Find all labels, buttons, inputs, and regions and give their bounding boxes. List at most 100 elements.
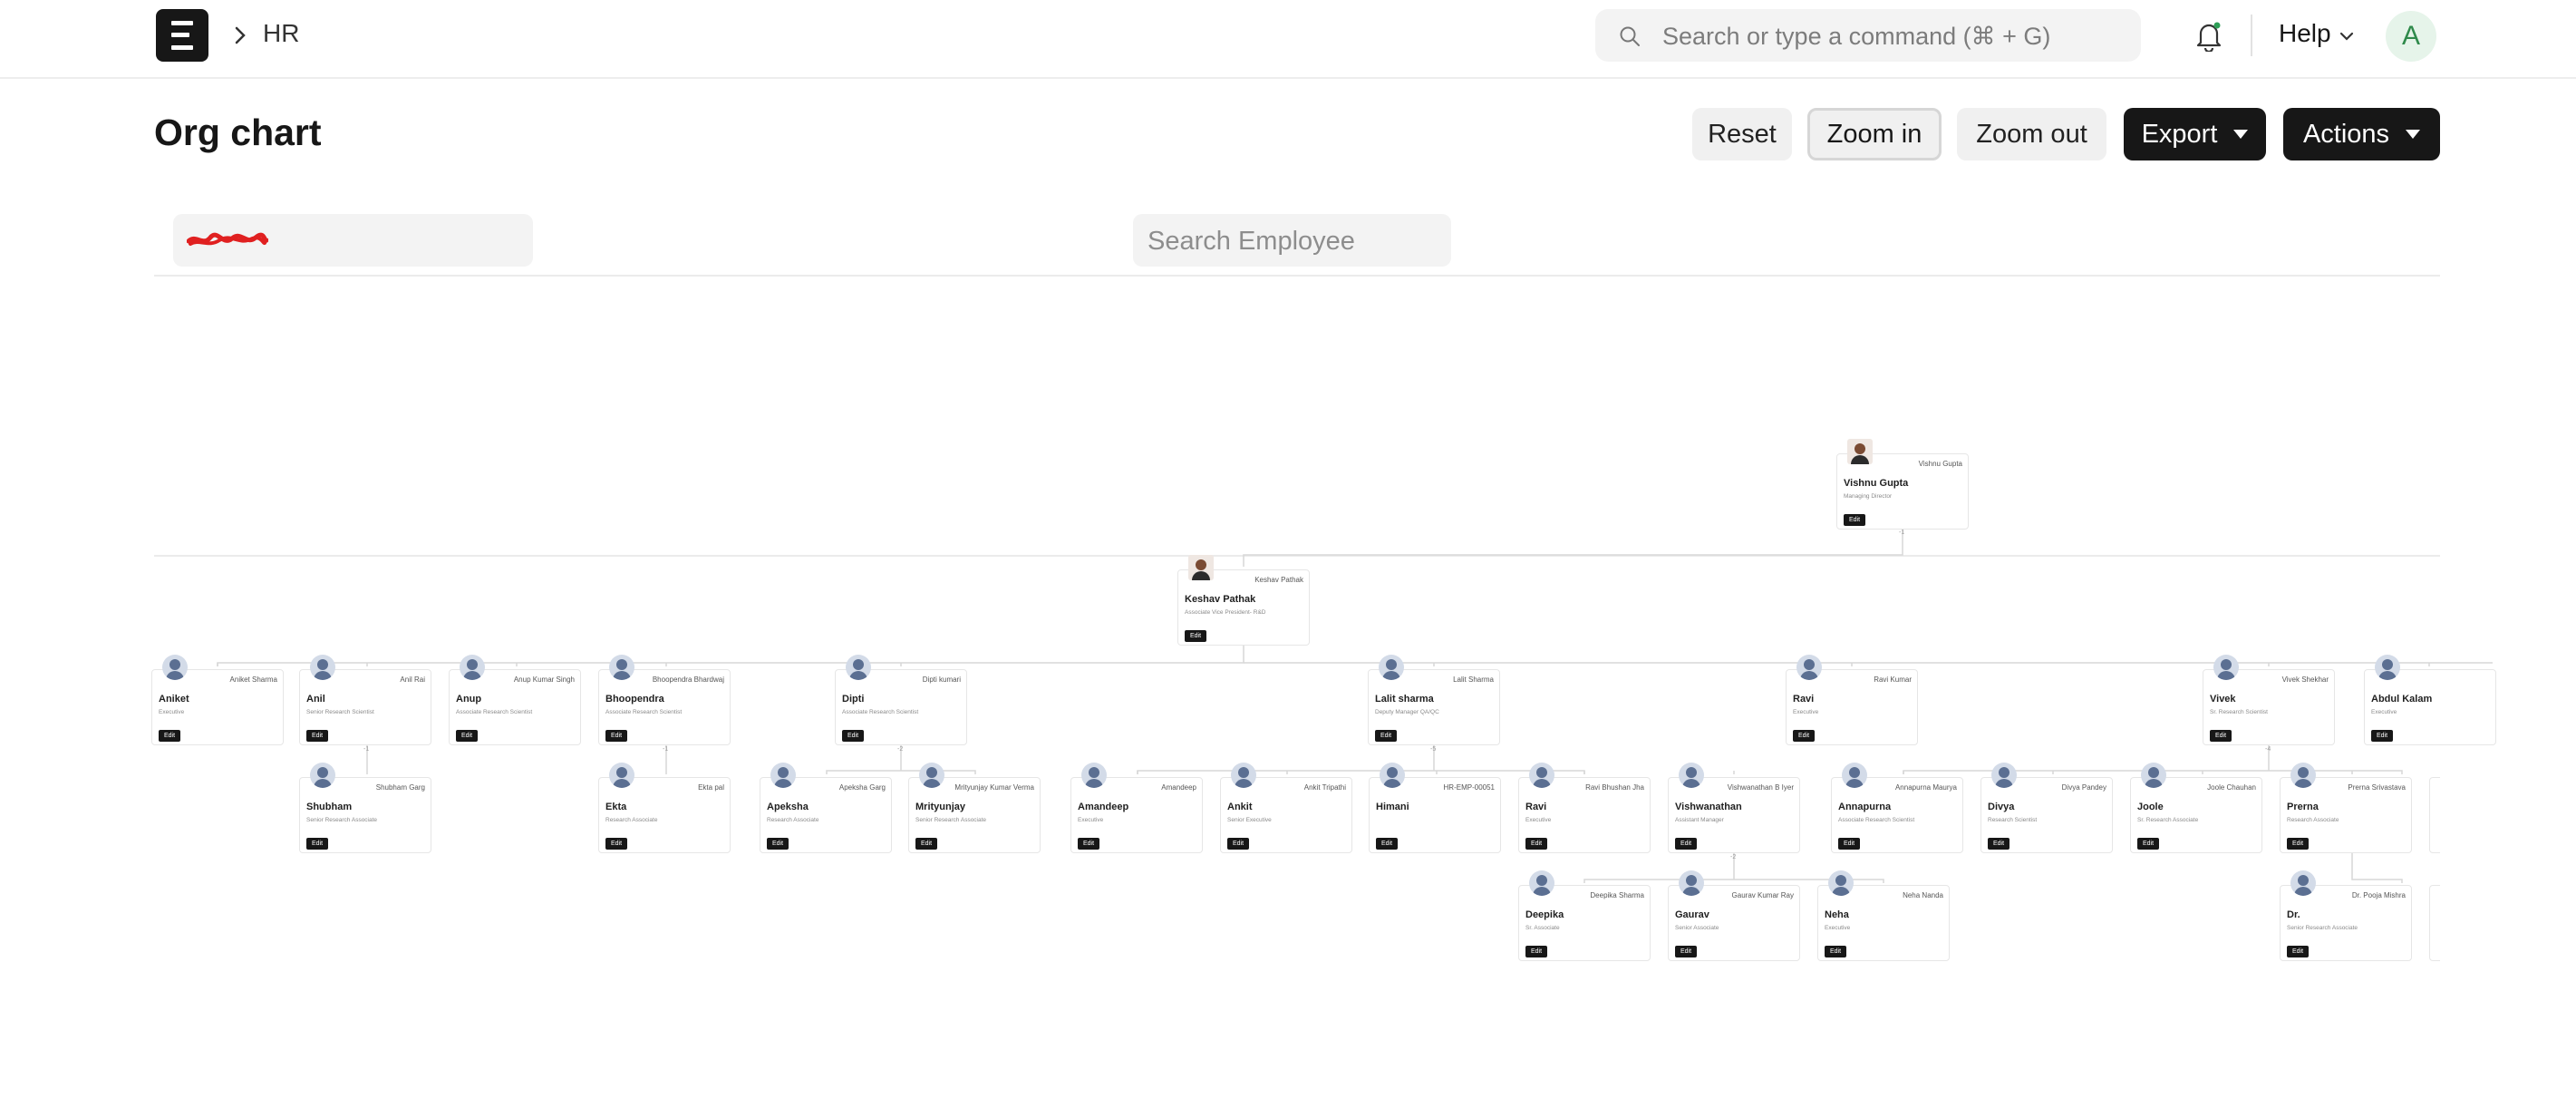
employee-avatar <box>1828 870 1854 896</box>
app-logo[interactable] <box>156 9 208 62</box>
zoom-out-button[interactable]: Zoom out <box>1957 108 2106 160</box>
employee-node-card[interactable]: Bhoopendra Bhardwaj Bhoopendra Associate R… <box>598 655 731 745</box>
employee-node-card[interactable]: Ankit Tripathi Ankit Senior Executive Edit <box>1220 763 1352 853</box>
export-button[interactable]: Export <box>2124 108 2266 160</box>
employee-name: Abdul Kalam <box>2371 694 2433 705</box>
edit-button[interactable]: Edit <box>1525 838 1547 850</box>
employee-designation: Deputy Manager QA/QC <box>1375 709 1439 715</box>
employee-node-card[interactable]: Mrityunjay Kumar Verma Mrityunjay Senior R… <box>908 763 1041 853</box>
edit-button[interactable]: Edit <box>2287 946 2309 957</box>
actions-button[interactable]: Actions <box>2283 108 2440 160</box>
employee-node-card[interactable]: Aniket Sharma Aniket Executive Edit <box>151 655 284 745</box>
notification-bell-icon[interactable] <box>2193 19 2224 52</box>
edit-button[interactable]: Edit <box>1185 630 1206 642</box>
employee-node-card[interactable]: Ravi Kumar Ravi Executive Edit <box>1786 655 1918 745</box>
employee-node-card[interactable]: Anup Kumar Singh Anup Associate Research S… <box>449 655 581 745</box>
edit-button[interactable]: Edit <box>159 730 180 742</box>
employee-designation: Senior Associate <box>1675 925 1719 931</box>
employee-avatar <box>846 655 871 680</box>
edit-button[interactable]: Edit <box>1988 838 2009 850</box>
employee-full-name: Vivek Shekhar <box>2281 675 2329 684</box>
employee-node-card[interactable]: Dr. Pooja Mishra Dr. Senior Research Assoc… <box>2280 870 2412 961</box>
edit-button[interactable]: Edit <box>2287 838 2309 850</box>
edit-button[interactable]: Edit <box>915 838 937 850</box>
employee-name: Amandeep <box>1078 802 1129 812</box>
help-menu[interactable]: Help <box>2279 19 2331 47</box>
employee-full-name: Deepika Sharma <box>1590 891 1644 899</box>
edit-button[interactable]: Edit <box>1793 730 1815 742</box>
edit-button[interactable]: Edit <box>1844 514 1865 526</box>
employee-name: Anil <box>306 694 325 705</box>
employee-name: Himani <box>1376 802 1409 812</box>
zoom-in-button[interactable]: Zoom in <box>1807 108 1942 160</box>
employee-name: Divya <box>1988 802 2015 812</box>
employee-node-card[interactable]: Lalit Sharma Lalit sharma Deputy Manager Q… <box>1368 655 1500 745</box>
breadcrumb-hr[interactable]: HR <box>263 19 300 47</box>
command-search-input[interactable]: Search or type a command (⌘ + G) <box>1595 9 2141 62</box>
employee-node-card[interactable]: Vishnu Gupta Vishnu Gupta Managing Directo… <box>1836 439 1969 530</box>
edit-button[interactable]: Edit <box>605 838 627 850</box>
edit-button[interactable]: Edit <box>1675 838 1697 850</box>
employee-node-card[interactable]: Joole Chauhan Joole Sr. Research Associate… <box>2130 763 2262 853</box>
employee-node-card[interactable]: Ekta pal Ekta Research Associate Edit <box>598 763 731 853</box>
edit-button[interactable]: Edit <box>306 838 328 850</box>
edit-button[interactable]: Edit <box>1227 838 1249 850</box>
employee-designation: Senior Research Associate <box>2287 925 2358 931</box>
edit-button[interactable]: Edit <box>1675 946 1697 957</box>
employee-node-card[interactable]: Divya Pandey Divya Research Scientist Edit <box>1980 763 2113 853</box>
edit-button[interactable]: Edit <box>1838 838 1860 850</box>
edit-button[interactable]: Edit <box>842 730 864 742</box>
employee-avatar <box>609 763 634 788</box>
employee-node-card[interactable]: Vivek Shekhar Vivek Sr. Research Scientist… <box>2203 655 2335 745</box>
employee-full-name: Keshav Pathak <box>1254 576 1303 584</box>
edit-button[interactable]: Edit <box>2371 730 2393 742</box>
employee-designation: Research Scientist <box>1988 817 2038 823</box>
employee-designation: Executive <box>1525 817 1552 823</box>
employee-avatar <box>1842 763 1867 788</box>
employee-full-name: Dr. Pooja Mishra <box>2351 891 2406 899</box>
employee-node-card[interactable]: Vishwanathan B Iyer Vishwanathan Assistant… <box>1668 763 1800 853</box>
employee-node-card[interactable]: Apeksha Garg Apeksha Research Associate Edi… <box>760 763 892 853</box>
employee-name: Vishwanathan <box>1675 802 1742 812</box>
employee-designation: Sr. Research Associate <box>2137 817 2199 823</box>
edit-button[interactable]: Edit <box>1525 946 1547 957</box>
employee-node-card[interactable]: Amandeep Amandeep Executive Edit <box>1070 763 1203 853</box>
edit-button[interactable]: Edit <box>306 730 328 742</box>
employee-full-name: Annapurna Maurya <box>1894 783 1957 792</box>
employee-avatar <box>770 763 796 788</box>
employee-node-card[interactable]: Abdul Kalam Executive Edit <box>2364 655 2496 745</box>
edit-button[interactable]: Edit <box>605 730 627 742</box>
edit-button[interactable]: Edit <box>1375 730 1397 742</box>
employee-search-input[interactable] <box>1133 214 1451 267</box>
employee-full-name: Bhoopendra Bhardwaj <box>652 675 724 684</box>
employee-name: Dr. <box>2287 909 2300 920</box>
employee-avatar <box>2290 763 2316 788</box>
employee-node-card[interactable]: Neha Nanda Neha Executive Edit <box>1817 870 1950 961</box>
employee-name: Ekta <box>605 802 627 812</box>
employee-node-card[interactable]: Annapurna Maurya Annapurna Associate Resea… <box>1831 763 1963 853</box>
employee-designation: Research Associate <box>605 817 658 823</box>
employee-node-card[interactable]: Gaurav Kumar Ray Gaurav Senior Associate Ed… <box>1668 870 1800 961</box>
employee-node-card[interactable]: Prerna Srivastava Prerna Research Associat… <box>2280 763 2412 853</box>
employee-node-card[interactable]: Shubham Garg Shubham Senior Research Assoc… <box>299 763 431 853</box>
employee-node-card[interactable]: Dipti kumari Dipti Associate Research Scie… <box>835 655 967 745</box>
reset-button[interactable]: Reset <box>1692 108 1792 160</box>
employee-node-card[interactable]: Deepika Sharma Deepika Sr. Associate Edit <box>1518 870 1651 961</box>
employee-designation: Senior Research Associate <box>306 817 378 823</box>
chevron-down-icon[interactable] <box>2339 31 2355 42</box>
edit-button[interactable]: Edit <box>1825 946 1846 957</box>
employee-node-card[interactable]: HR-EMP-00051 Himani Edit <box>1369 763 1501 853</box>
employee-node-card[interactable]: Anil Rai Anil Senior Research Scientist Edi… <box>299 655 431 745</box>
employee-node-card[interactable]: Keshav Pathak Keshav Pathak Associate Vice… <box>1177 555 1310 646</box>
edit-button[interactable]: Edit <box>1376 838 1398 850</box>
employee-designation: Senior Executive <box>1227 817 1272 823</box>
divider <box>154 275 2440 277</box>
edit-button[interactable]: Edit <box>767 838 789 850</box>
user-avatar[interactable]: A <box>2386 11 2436 62</box>
edit-button[interactable]: Edit <box>2137 838 2159 850</box>
employee-node-card[interactable]: Ravi Bhushan Jha Ravi Executive Edit <box>1518 763 1651 853</box>
employee-avatar <box>1847 439 1873 464</box>
edit-button[interactable]: Edit <box>2210 730 2232 742</box>
edit-button[interactable]: Edit <box>456 730 478 742</box>
edit-button[interactable]: Edit <box>1078 838 1099 850</box>
